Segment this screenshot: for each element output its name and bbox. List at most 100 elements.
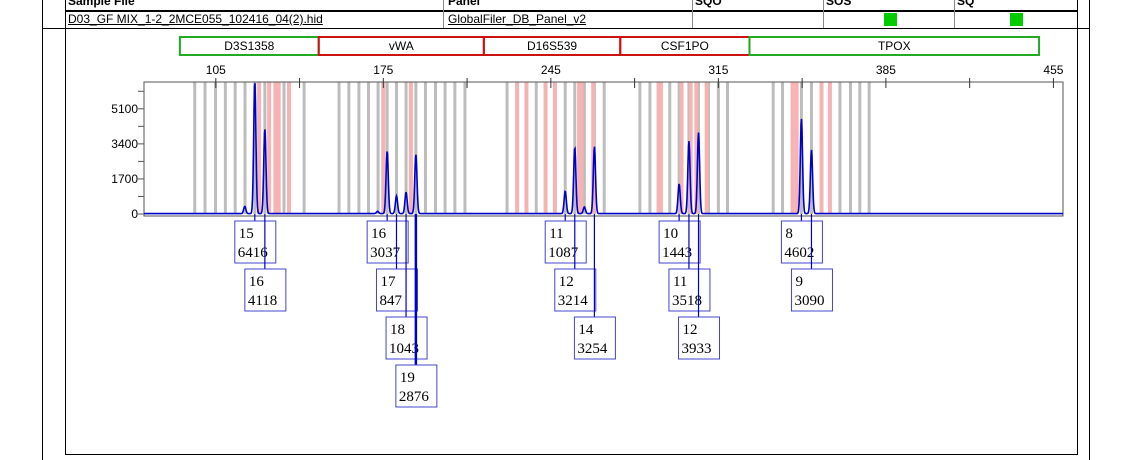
allele-bin [858, 82, 862, 214]
allele-bin [867, 82, 871, 214]
allele-bin [505, 82, 509, 214]
peak-height-label: 3214 [558, 293, 589, 309]
allele-bin [233, 82, 237, 214]
locus-label: vWA [389, 39, 414, 53]
allele-bin [781, 82, 785, 214]
header-bottom-rule [42, 28, 1090, 29]
peak-height-label: 1043 [389, 341, 419, 357]
virtual-bin [287, 82, 292, 214]
sos-flag-indicator [884, 13, 897, 26]
allele-bin [463, 82, 467, 214]
peak-label-box [375, 268, 418, 312]
allele-bin [563, 82, 567, 214]
x-tick-label: 175 [373, 63, 393, 77]
allele-bin [203, 82, 207, 214]
allele-bin [582, 82, 586, 214]
peak-height-label: 3254 [577, 341, 608, 357]
x-tick-label: 455 [1043, 63, 1063, 77]
peak-label-box [366, 220, 409, 264]
allele-bin [414, 82, 418, 214]
peak-height-label: 2876 [399, 389, 430, 405]
plot-area [143, 81, 1064, 217]
virtual-bin [381, 82, 386, 214]
peak-label-box [658, 220, 701, 264]
peak-allele-label: 16 [249, 274, 265, 290]
col-divider [823, 0, 824, 28]
y-tick-label: 1700 [111, 172, 138, 186]
peak-allele-label: 10 [663, 226, 678, 242]
col-header-sos: SOS [826, 0, 852, 8]
allele-bin [253, 82, 257, 214]
page-border-right [1089, 0, 1090, 460]
col-header-sqo: SQO [695, 0, 722, 8]
virtual-bin [579, 82, 584, 214]
virtual-bin [276, 82, 281, 214]
peak-allele-label: 15 [239, 226, 254, 242]
peak-allele-label: 11 [549, 226, 563, 242]
x-tick-label: 315 [708, 63, 728, 77]
panel-value: GlobalFiler_DB_Panel_v2 [448, 12, 587, 26]
peak-label-box [668, 268, 711, 312]
locus-label: CSF1PO [661, 39, 709, 53]
peak-height-label: 6416 [238, 245, 269, 261]
peak-label-box [544, 220, 587, 264]
virtual-bin [273, 82, 278, 214]
sample-file-value[interactable]: D03_GF MIX_1-2_2MCE055_102416_04(2).hid [68, 12, 323, 26]
allele-bin [848, 82, 852, 214]
electropherogram-panel [65, 29, 1078, 455]
allele-bin [376, 82, 380, 214]
locus-label: D3S1358 [224, 39, 274, 53]
peak-label-box [573, 316, 616, 360]
allele-bin [677, 82, 681, 214]
allele-bin [602, 82, 606, 214]
peak-height-label: 1443 [662, 245, 692, 261]
peak-height-label: 3037 [370, 245, 401, 261]
allele-bin [423, 82, 427, 214]
virtual-bin [688, 82, 693, 214]
virtual-bin [819, 82, 824, 214]
virtual-bin [656, 82, 661, 214]
peak-label-box [395, 364, 438, 408]
virtual-bin [577, 82, 582, 214]
peak-height-label: 3933 [682, 341, 712, 357]
peak-allele-label: 9 [795, 274, 803, 290]
virtual-bin [267, 82, 272, 214]
peak-label-box [244, 268, 287, 312]
y-tick-label: 0 [131, 207, 138, 221]
col-divider [954, 0, 955, 28]
allele-bin [404, 82, 408, 214]
peak-height-label: 3090 [794, 293, 824, 309]
page-border-left [42, 0, 43, 460]
signal-trace [144, 83, 1063, 215]
virtual-bin [543, 82, 548, 214]
virtual-bin [827, 82, 832, 214]
col-header-panel: Panel [448, 0, 481, 8]
allele-bin [337, 82, 341, 214]
virtual-bin [524, 82, 529, 214]
allele-bin [433, 82, 437, 214]
peak-allele-label: 11 [673, 274, 687, 290]
peak-height-label: 847 [379, 293, 402, 309]
virtual-bin [794, 82, 799, 214]
virtual-bin [408, 82, 413, 214]
peak-label-box [780, 220, 823, 264]
allele-bin [648, 82, 652, 214]
allele-bin [771, 82, 775, 214]
peak-label-box [385, 316, 428, 360]
y-tick-label: 3400 [111, 137, 138, 151]
allele-bin [443, 82, 447, 214]
peak-label-box [234, 220, 277, 264]
peak-height-label: 4602 [784, 245, 814, 261]
peak-allele-label: 18 [390, 322, 405, 338]
x-tick-label: 245 [541, 63, 561, 77]
virtual-bin [591, 82, 596, 214]
allele-bin [668, 82, 672, 214]
allele-bin [799, 82, 803, 214]
virtual-bin [694, 82, 699, 214]
allele-bin [223, 82, 227, 214]
locus-label: D16S539 [527, 39, 577, 53]
col-header-sample-file: Sample File [68, 0, 135, 8]
allele-bin [282, 82, 286, 214]
allele-bin [394, 82, 398, 214]
